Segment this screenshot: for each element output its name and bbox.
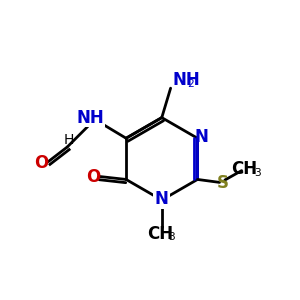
Text: NH: NH (172, 71, 200, 89)
Text: $_2$: $_2$ (187, 75, 195, 90)
Text: N: N (195, 128, 209, 146)
Text: O: O (86, 167, 100, 185)
Text: $_3$: $_3$ (254, 164, 262, 179)
Text: O: O (34, 154, 49, 172)
Text: N: N (155, 190, 169, 208)
Text: CH: CH (232, 160, 258, 178)
Text: CH: CH (147, 225, 173, 243)
Text: H: H (64, 133, 74, 147)
Text: S: S (217, 174, 229, 192)
Text: NH: NH (77, 109, 105, 127)
Text: $_3$: $_3$ (168, 229, 176, 244)
